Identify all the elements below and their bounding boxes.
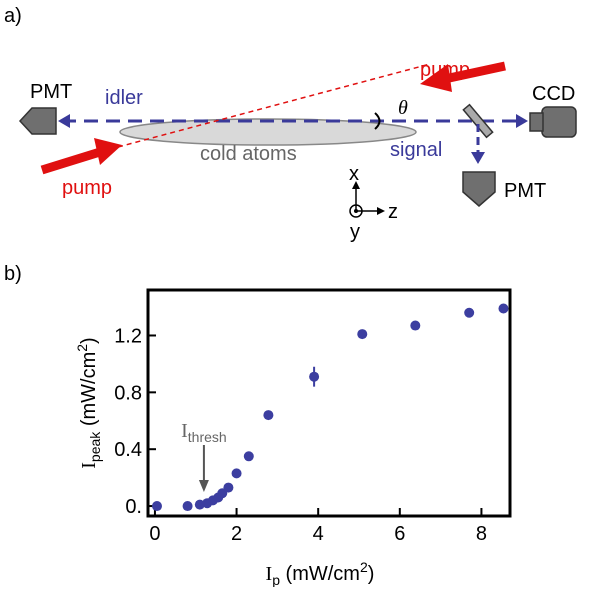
pump-arrow xyxy=(439,61,506,85)
x-tick-label: 4 xyxy=(313,523,324,545)
arrowhead xyxy=(471,152,485,164)
label: pump xyxy=(420,59,470,81)
axis-origin xyxy=(349,204,363,218)
ccd-icon xyxy=(541,106,577,138)
x-tick-label: 8 xyxy=(476,523,487,545)
arrowhead xyxy=(420,64,452,92)
label: PMT xyxy=(504,180,546,202)
label: cold atoms xyxy=(200,143,297,165)
arrowhead xyxy=(377,207,385,215)
y-tick-label: 0.8 xyxy=(114,382,142,404)
label-part: p xyxy=(272,572,280,587)
arrowhead xyxy=(516,114,528,128)
data-point xyxy=(231,468,242,479)
data-point xyxy=(182,501,193,512)
mirror xyxy=(462,103,494,139)
label: CCD xyxy=(532,83,575,105)
data-point xyxy=(410,320,421,331)
data-point xyxy=(223,482,234,493)
y-tick-label: 0. xyxy=(125,496,142,518)
label-part: I xyxy=(181,420,188,442)
plot-frame xyxy=(146,288,512,518)
x-tick-label: 6 xyxy=(394,523,405,545)
data-point xyxy=(464,307,475,318)
label-part: 2 xyxy=(360,559,368,575)
pmt-icon xyxy=(462,171,496,207)
label: y xyxy=(350,221,360,243)
data-point xyxy=(151,501,162,512)
x-tick-label: 0 xyxy=(149,523,160,545)
data-point xyxy=(263,410,274,421)
ccd-lens xyxy=(529,112,544,132)
angle-arc xyxy=(374,112,381,130)
data-point xyxy=(243,451,254,462)
label: θ xyxy=(398,97,408,119)
atom-cloud xyxy=(119,118,417,146)
axis-origin xyxy=(354,209,358,213)
label-part: I xyxy=(78,462,100,469)
label: PMT xyxy=(30,81,72,103)
label: x xyxy=(349,163,359,185)
label: pump xyxy=(62,177,112,199)
arrowhead xyxy=(58,114,70,128)
arrowhead xyxy=(352,181,360,189)
label: signal xyxy=(390,139,442,161)
panel-label: a) xyxy=(4,5,22,27)
annotation: Ithresh xyxy=(181,420,227,445)
label: z xyxy=(388,201,398,223)
x-tick-label: 2 xyxy=(231,523,242,545)
pmt-icon xyxy=(18,107,57,135)
y-tick-label: 0.4 xyxy=(114,439,142,461)
pump-arrow xyxy=(40,147,102,175)
data-point xyxy=(357,329,368,340)
panel-label: b) xyxy=(4,263,22,285)
panel-a: a) pump PMT idler CCD θ cold atoms signa… xyxy=(4,5,577,243)
label-part: thresh xyxy=(188,429,227,445)
arrowhead xyxy=(198,480,209,492)
x-axis-label: Ip (mW/cm2) xyxy=(266,559,375,587)
label-part: peak xyxy=(87,431,103,462)
data-point xyxy=(498,303,509,314)
data-point xyxy=(309,371,320,382)
label-part: ) xyxy=(78,337,100,344)
label-part: (mW/cm xyxy=(78,352,100,432)
y-tick-label: 1.2 xyxy=(114,325,142,347)
arrowhead xyxy=(94,138,122,165)
label-part: (mW/cm xyxy=(280,563,360,585)
y-axis-label: Ipeak (mW/cm2) xyxy=(74,337,103,468)
label-part: I xyxy=(266,563,273,585)
label-part: 2 xyxy=(74,344,90,352)
label-part: ) xyxy=(368,563,375,585)
label: idler xyxy=(105,87,143,109)
